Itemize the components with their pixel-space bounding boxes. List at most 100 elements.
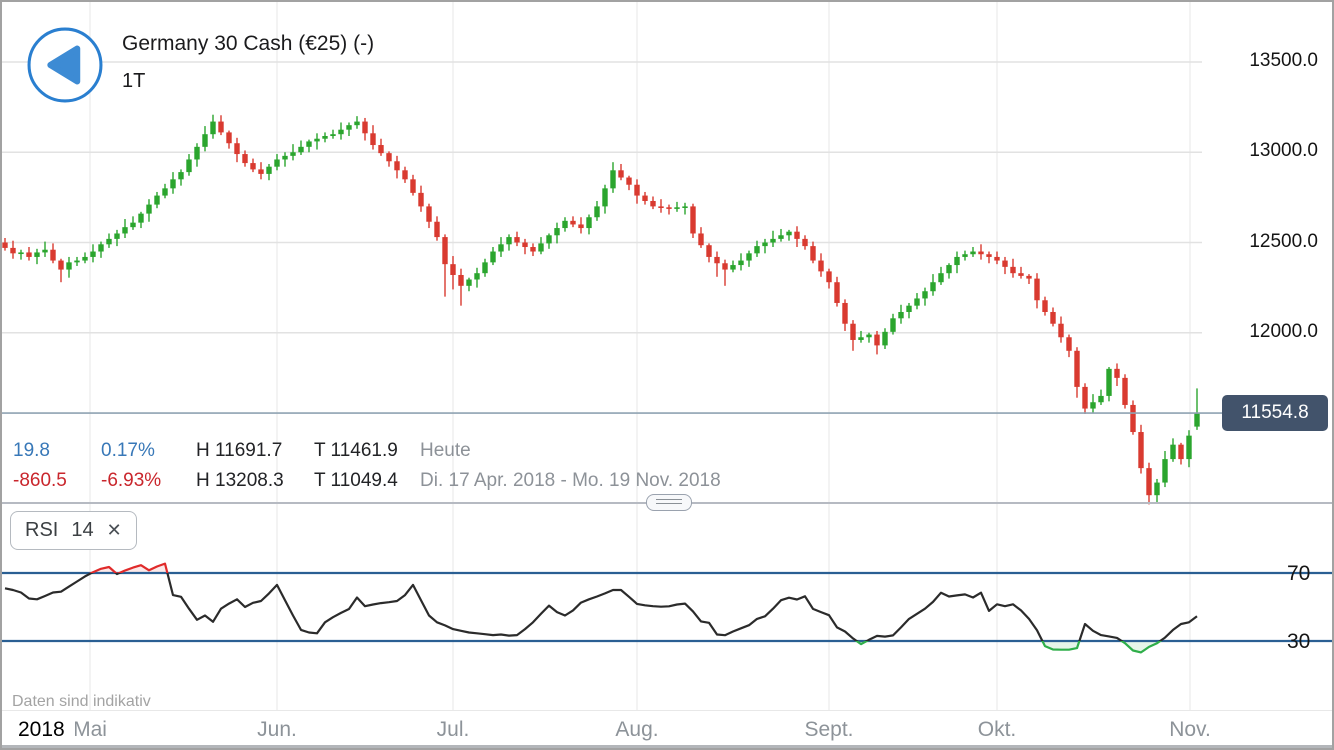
- candle-body: [1074, 350, 1080, 387]
- candle-body: [1138, 432, 1144, 469]
- candle-body: [394, 161, 400, 171]
- candle-body: [138, 213, 144, 223]
- candle-body: [1194, 413, 1200, 427]
- candle-body: [242, 154, 248, 164]
- candle-body: [122, 227, 128, 234]
- candle-body: [890, 318, 896, 332]
- month-label: Aug.: [615, 718, 659, 741]
- bottom-scrollbar[interactable]: [2, 745, 1332, 748]
- candle-body: [738, 260, 744, 266]
- candle-body: [962, 254, 968, 257]
- candle-body: [1066, 337, 1072, 351]
- candle-body: [882, 331, 888, 346]
- month-label: Sept.: [804, 718, 854, 741]
- month-label: Jul.: [436, 718, 470, 741]
- candle-body: [82, 256, 88, 261]
- candle-body: [98, 244, 104, 252]
- candle-body: [1162, 459, 1168, 483]
- candle-body: [106, 238, 112, 245]
- candle-body: [34, 252, 40, 257]
- candle-body: [586, 217, 592, 229]
- candle-body: [610, 170, 616, 189]
- back-button[interactable]: [26, 26, 104, 104]
- candle-body: [754, 246, 760, 254]
- candle-body: [1130, 404, 1136, 433]
- candle-body: [1050, 311, 1056, 324]
- candle-body: [434, 221, 440, 238]
- candle-body: [874, 334, 880, 346]
- candle-body: [306, 141, 312, 147]
- candle-body: [250, 163, 256, 170]
- candle-body: [338, 129, 344, 135]
- candle-body: [762, 242, 768, 247]
- candle-body: [530, 247, 536, 252]
- candle-body: [514, 237, 520, 243]
- rsi-level-label: 30: [1287, 630, 1310, 653]
- candle-body: [570, 220, 576, 225]
- candle-body: [810, 246, 816, 261]
- current-price-badge: 11554.8: [1222, 395, 1328, 431]
- rsi-close-icon[interactable]: ✕: [106, 520, 122, 540]
- candle-body: [378, 145, 384, 154]
- candle-body: [650, 200, 656, 207]
- candle-body: [170, 179, 176, 189]
- candle-body: [778, 235, 784, 239]
- candle-body: [1170, 444, 1176, 460]
- month-label: Nov.: [1169, 718, 1211, 741]
- candle-body: [498, 244, 504, 252]
- candle-body: [210, 121, 216, 135]
- candle-body: [26, 252, 32, 257]
- candle-body: [218, 121, 224, 133]
- candle-body: [1026, 275, 1032, 279]
- time-axis: 2018 Mai Jun. Jul. Aug. Sept. Okt. Nov.: [2, 710, 1332, 746]
- instrument-title: Germany 30 Cash (€25) (-): [122, 32, 375, 55]
- candle-body: [914, 298, 920, 306]
- candle-body: [674, 207, 680, 209]
- candle-body: [786, 231, 792, 236]
- period-label: Heute: [420, 440, 471, 461]
- low-value: T 11049.4: [314, 470, 398, 491]
- candle-body: [162, 188, 168, 196]
- candle-body: [906, 305, 912, 312]
- month-label: Okt.: [977, 718, 1017, 741]
- candle-body: [722, 263, 728, 270]
- candle-body: [546, 235, 552, 244]
- candle-body: [1002, 260, 1008, 267]
- rsi-line: [4, 573, 1198, 641]
- month-label: Mai: [73, 718, 107, 741]
- candle-body: [370, 133, 376, 146]
- price-chart[interactable]: [2, 2, 1332, 505]
- candle-body: [114, 233, 120, 239]
- candle-body: [826, 271, 832, 283]
- candle-body: [578, 224, 584, 229]
- candle-body: [346, 125, 352, 130]
- candle-body: [922, 291, 928, 299]
- rsi-chip-period: 14: [71, 519, 94, 541]
- candle-body: [642, 195, 648, 201]
- candle-body: [10, 247, 16, 254]
- candle-body: [698, 233, 704, 246]
- candle-body: [690, 206, 696, 234]
- candle-body: [706, 245, 712, 257]
- rsi-indicator-chip[interactable]: RSI 14 ✕: [10, 511, 137, 550]
- timeframe-label[interactable]: 1T: [122, 70, 146, 92]
- candle-body: [858, 337, 864, 340]
- high-value: H 13208.3: [196, 470, 284, 491]
- candle-body: [1178, 444, 1184, 460]
- panel-resize-handle[interactable]: [646, 494, 692, 511]
- candle-body: [850, 323, 856, 340]
- candle-body: [178, 172, 184, 180]
- rsi-chart[interactable]: 70 30: [2, 505, 1332, 710]
- candle-body: [2, 242, 8, 248]
- candle-body: [186, 159, 192, 173]
- candle-body: [1098, 395, 1104, 403]
- candle-body: [274, 159, 280, 167]
- candle-body: [1082, 386, 1088, 409]
- candle-body: [1090, 402, 1096, 409]
- quote-stats: 19.8 0.17% H 11691.7 T 11461.9 Heute -86…: [13, 436, 721, 496]
- candle-body: [282, 155, 288, 160]
- candle-body: [634, 184, 640, 196]
- price-axis-label: 13000.0: [1249, 140, 1318, 162]
- candle-body: [506, 237, 512, 245]
